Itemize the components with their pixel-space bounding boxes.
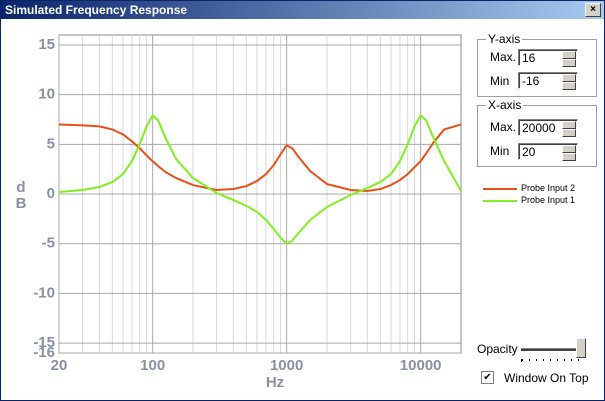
y-tick-label: 5 [47,135,55,152]
y-max-input[interactable]: 16 [518,49,578,67]
slider-track [521,348,583,352]
input-value: -16 [522,74,540,88]
x-max-input[interactable]: 20000 [518,119,578,137]
opacity-label: Opacity [477,342,518,356]
close-button[interactable]: × [585,3,601,17]
group-title: X-axis [486,98,524,112]
chart: d B Hz 20 100 1000 10000 15 10 5 0 -5 -10 -15-16 [16,34,462,391]
x-axis-label: Hz [266,374,284,391]
y-tick-label: -16 [33,344,55,361]
legend-label: Probe Input 2 [521,183,576,193]
legend-label: Probe Input 1 [521,195,576,205]
x-axis-group: X-axis Max. 20000 Min 20 [477,98,597,167]
min-label: Min [490,74,510,88]
y-axis-label: d [16,179,25,196]
y-tick-label: 15 [38,36,55,53]
x-tick-label: 100 [140,357,165,374]
window-on-top-checkbox[interactable]: ✔ [481,371,494,384]
min-label: Min [490,144,510,158]
y-tick-label: -15 [33,334,55,351]
checkbox-label: Window On Top [504,371,589,385]
x-min-input[interactable]: 20 [518,143,578,161]
input-value: 16 [522,51,536,65]
title-bar: Simulated Frequency Response × [1,1,604,19]
slider-ticks [521,359,584,361]
y-tick-label: -10 [33,284,55,301]
y-tick-label: 10 [38,86,55,103]
y-axis-label: B [16,195,27,212]
x-tick-label: 10000 [400,357,442,374]
y-tick-label: 0 [47,185,55,202]
input-value: 20 [522,145,536,159]
series-line [58,123,462,193]
y-min-input[interactable]: -16 [518,72,578,90]
input-value: 20000 [522,121,556,135]
group-title: Y-axis [486,32,523,46]
max-label: Max. [490,120,517,134]
window-title: Simulated Frequency Response [5,3,188,17]
y-axis-group: Y-axis Max. 16 Min -16 [477,32,597,97]
legend-entry: Probe Input 1 [483,195,575,205]
series-line [58,113,462,245]
opacity-slider[interactable] [576,338,586,358]
legend-entry: Probe Input 2 [483,183,575,193]
x-tick-label: 20 [51,357,68,374]
max-label: Max. [490,50,517,64]
legend-swatch [483,187,517,190]
y-tick-label: -5 [42,235,55,252]
x-tick-label: 1000 [270,357,303,374]
legend-swatch [483,199,517,202]
